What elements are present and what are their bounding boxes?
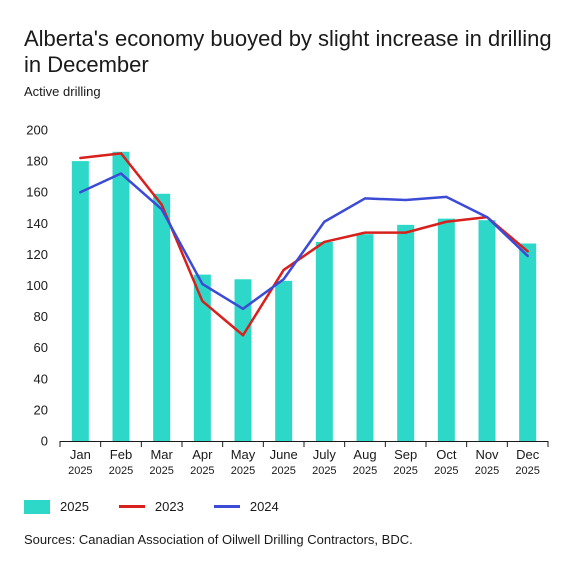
legend-label-2025: 2025 bbox=[60, 499, 89, 514]
chart-subtitle: Active drilling bbox=[24, 84, 101, 99]
x-tick-sublabel: 2025 bbox=[190, 465, 214, 477]
x-tick-label: Sep bbox=[394, 447, 417, 462]
x-tick-sublabel: 2025 bbox=[515, 465, 539, 477]
bar-2025 bbox=[356, 234, 374, 441]
y-tick-label: 60 bbox=[34, 340, 48, 355]
x-tick-label: Feb bbox=[110, 447, 132, 462]
y-tick-label: 160 bbox=[26, 185, 48, 200]
x-tick-sublabel: 2025 bbox=[475, 465, 499, 477]
x-tick-label: Aug bbox=[353, 447, 376, 462]
legend-item-2025: 2025 bbox=[24, 499, 89, 514]
bar-2025 bbox=[397, 224, 415, 441]
legend-item-2023: 2023 bbox=[118, 499, 184, 514]
x-tick-label: Mar bbox=[150, 447, 173, 462]
bar-2025 bbox=[478, 220, 496, 441]
legend-swatch-2023 bbox=[118, 505, 145, 508]
line-series-2024 bbox=[79, 172, 529, 311]
y-tick-label: 100 bbox=[26, 278, 48, 293]
x-tick-sublabel: 2025 bbox=[393, 465, 417, 477]
legend-swatch-2025 bbox=[24, 499, 50, 514]
source-note: Sources: Canadian Association of Oilwell… bbox=[24, 532, 413, 547]
x-tick-label: Dec bbox=[516, 447, 540, 462]
bar-2025 bbox=[71, 161, 89, 441]
legend-swatch-2024 bbox=[213, 505, 240, 508]
line-series-2023 bbox=[79, 152, 529, 337]
y-tick-label: 140 bbox=[26, 216, 48, 231]
y-tick-label: 40 bbox=[34, 371, 48, 386]
chart-legend: 2025 2023 2024 bbox=[24, 499, 309, 514]
x-tick-label: Nov bbox=[475, 447, 499, 462]
y-tick-label: 0 bbox=[41, 434, 48, 449]
x-tick-sublabel: 2025 bbox=[231, 465, 255, 477]
bar-2025 bbox=[275, 280, 293, 441]
bar-2025 bbox=[519, 243, 537, 441]
y-tick-label: 20 bbox=[34, 402, 48, 417]
x-tick-sublabel: 2025 bbox=[68, 465, 92, 477]
y-tick-label: 180 bbox=[26, 154, 48, 169]
chart-title: Alberta's economy buoyed by slight incre… bbox=[24, 26, 552, 77]
x-tick-sublabel: 2025 bbox=[312, 465, 336, 477]
x-tick-label: Jan bbox=[70, 447, 91, 462]
x-tick-label: June bbox=[270, 447, 298, 462]
x-tick-label: July bbox=[313, 447, 337, 462]
y-tick-label: 80 bbox=[34, 309, 48, 324]
x-tick-label: Apr bbox=[192, 447, 213, 462]
legend-label-2024: 2024 bbox=[249, 499, 279, 514]
y-tick-label: 120 bbox=[26, 247, 48, 262]
x-tick-sublabel: 2025 bbox=[271, 465, 295, 477]
chart-plot: 0 20 40 60 80 100 120 140 160 180 200 Jan 2025 Feb 202… bbox=[26, 123, 549, 477]
x-tick-label: May bbox=[231, 447, 256, 462]
bar-2025 bbox=[315, 241, 333, 441]
y-tick-label: 200 bbox=[26, 123, 48, 138]
x-tick-sublabel: 2025 bbox=[434, 465, 458, 477]
legend-item-2024: 2024 bbox=[213, 499, 279, 514]
x-tick-sublabel: 2025 bbox=[149, 465, 173, 477]
bar-2025 bbox=[112, 151, 130, 441]
x-tick-label: Oct bbox=[436, 447, 457, 462]
bar-2025 bbox=[437, 218, 455, 441]
bar-2025 bbox=[234, 279, 252, 441]
x-tick-sublabel: 2025 bbox=[353, 465, 377, 477]
x-tick-sublabel: 2025 bbox=[109, 465, 133, 477]
bar-2025 bbox=[153, 193, 171, 441]
legend-label-2023: 2023 bbox=[154, 499, 184, 514]
bar-2025 bbox=[193, 274, 211, 441]
